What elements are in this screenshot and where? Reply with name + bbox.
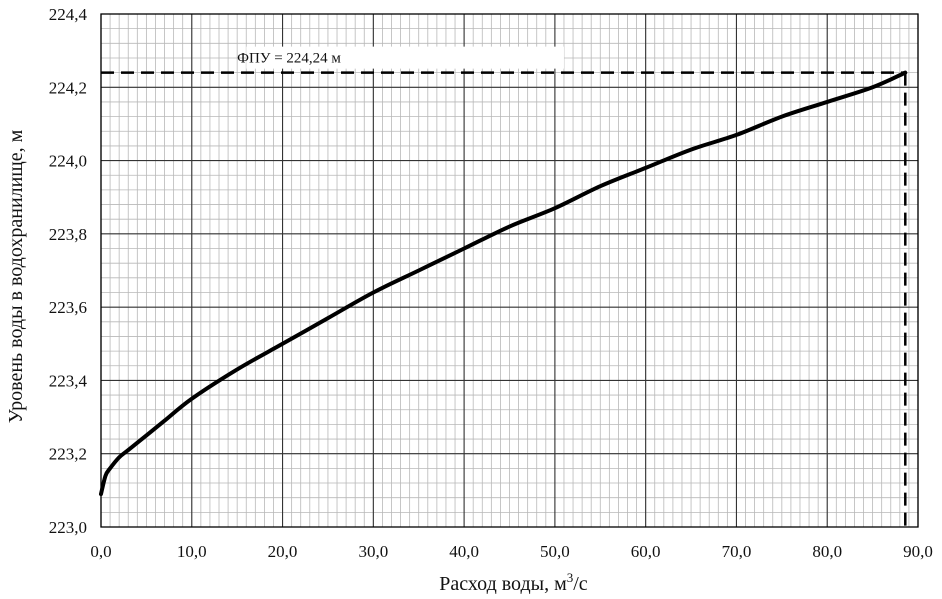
y-tick-label: 224,0 [49, 152, 87, 171]
x-tick-label: 90,0 [903, 542, 933, 561]
annotation-background [246, 46, 564, 69]
x-axis-title: Расход воды, м3/с [439, 570, 588, 595]
series-line [99, 70, 908, 497]
x-tick-label: 40,0 [449, 542, 479, 561]
x-tick-label: 80,0 [812, 542, 842, 561]
x-tick-label: 50,0 [540, 542, 570, 561]
x-axis-title-suffix: /с [573, 573, 588, 595]
y-tick-label: 224,2 [49, 78, 87, 97]
x-tick-label: 0,0 [90, 542, 111, 561]
y-tick-label: 223,4 [49, 371, 88, 390]
y-tick-label: 223,6 [49, 298, 87, 317]
reference-label-background [246, 46, 564, 69]
x-tick-label: 30,0 [358, 542, 388, 561]
y-tick-label: 223,2 [49, 445, 87, 464]
reference-lines [101, 71, 907, 527]
minor-grid [101, 14, 918, 527]
x-tick-label: 10,0 [177, 542, 207, 561]
x-tick-labels: 0,0 10,0 20,0 30,0 40,0 50,0 60,0 70,0 80,0 90,0 [90, 542, 933, 561]
y-tick-labels: 223,0 223,2 223,4 223,6 223,8 224,0 224,2 224,4 [49, 5, 88, 537]
x-tick-label: 20,0 [268, 542, 298, 561]
plot-frame [100, 13, 919, 528]
y-tick-label: 223,8 [49, 225, 87, 244]
y-axis-title: Уровень воды в водохранилище, м [5, 129, 27, 423]
y-tick-label: 224,4 [49, 5, 88, 24]
x-tick-label: 70,0 [722, 542, 752, 561]
x-tick-label: 60,0 [631, 542, 661, 561]
reference-label: ФПУ = 224,24 м [237, 51, 341, 67]
x-axis-title-main: Расход воды, м [439, 573, 567, 595]
y-tick-label: 223,0 [49, 518, 87, 537]
x-axis-title-superscript: 3 [567, 570, 574, 585]
